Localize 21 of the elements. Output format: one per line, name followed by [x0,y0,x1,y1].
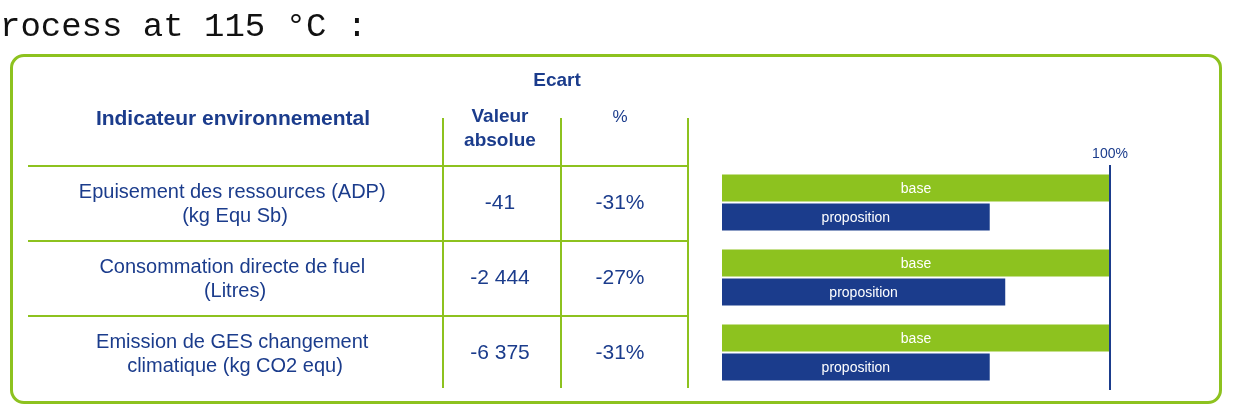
text: base [900,254,932,271]
series-label: proposition [821,209,891,226]
ref-line-label: 100% [1092,145,1128,161]
text: -6 375 [470,340,530,364]
text: -41 [484,190,516,214]
text: Ecart [533,69,581,91]
text: -31% [595,190,645,214]
text: % [612,107,628,127]
series-label: base [900,179,932,196]
text: -27% [595,265,645,289]
text: proposition [821,359,891,376]
text: base [900,329,932,346]
text: Valeur absolue [463,104,537,152]
y-tick-label: Epuisement des ressources (ADP) (kg Equ Sb) [78,179,392,226]
y-tick-label: Consommation directe de fuel (Litres) [99,254,371,301]
y-axis-title: Indicateur environnemental [95,106,371,130]
text: proposition [829,284,898,301]
text: rocess at 115 °C : [0,8,368,46]
text: -2 444 [470,265,530,289]
y-tick-label: Emission de GES changement climatique (kg CO2 equ) [96,329,374,376]
text: -31% [595,340,645,364]
